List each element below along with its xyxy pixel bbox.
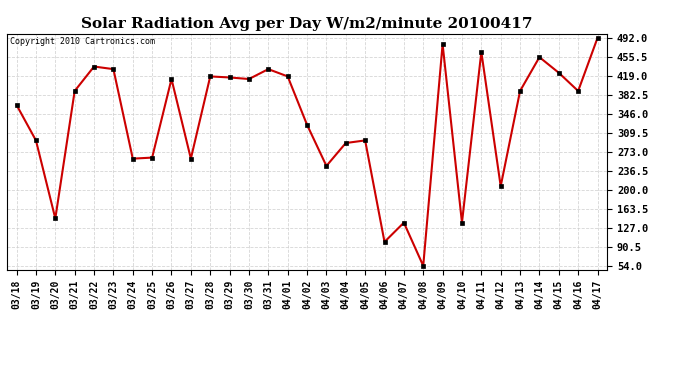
- Text: Copyright 2010 Cartronics.com: Copyright 2010 Cartronics.com: [10, 37, 155, 46]
- Title: Solar Radiation Avg per Day W/m2/minute 20100417: Solar Radiation Avg per Day W/m2/minute …: [81, 17, 533, 31]
